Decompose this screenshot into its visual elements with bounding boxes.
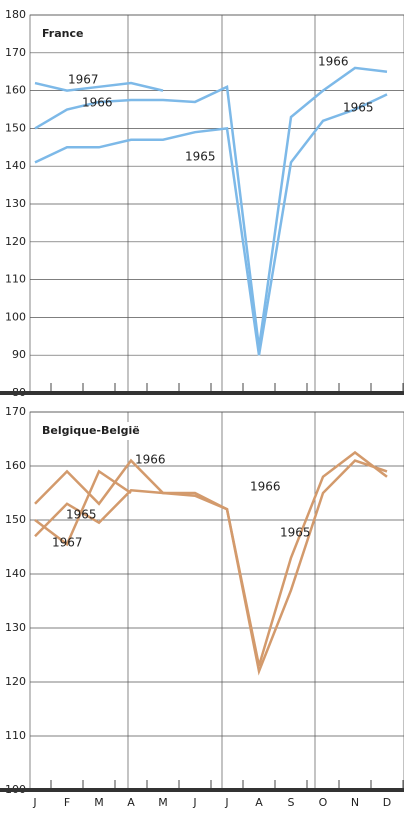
y-tick-label: 90: [12, 348, 26, 361]
panel-title: France: [42, 27, 83, 40]
line: [34, 81, 164, 92]
annotation: 1966: [250, 480, 281, 494]
panel-title: Belgique-België: [42, 424, 140, 437]
title-box: [38, 422, 150, 440]
x-tick-label: M: [158, 796, 168, 809]
x-tick-label: J: [32, 796, 36, 809]
y-tick-label: 130: [5, 621, 26, 634]
y-tick-label: 100: [5, 310, 26, 323]
x-tick-label: J: [224, 796, 228, 809]
annotation: 1965: [185, 150, 216, 164]
x-tick-label: D: [383, 796, 391, 809]
y-tick-label: 140: [5, 159, 26, 172]
y-tick-label: 150: [5, 121, 26, 134]
x-tick-label: O: [319, 796, 328, 809]
annotation: 1966: [318, 55, 349, 69]
x-tick-label: S: [288, 796, 295, 809]
x-tick-label: N: [351, 796, 359, 809]
annotation: 1967: [68, 73, 99, 87]
annotation: 1965: [280, 526, 311, 540]
y-tick-label: 170: [5, 46, 26, 59]
y-tick-label: 150: [5, 513, 26, 526]
y-tick-label: 120: [5, 675, 26, 688]
x-tick-label: A: [255, 796, 263, 809]
y-tick-label: 120: [5, 235, 26, 248]
annotation: 1965: [343, 101, 374, 115]
title-box: [38, 25, 88, 43]
line: [34, 66, 388, 348]
annotation: 1967: [52, 536, 83, 550]
line: [34, 469, 132, 547]
y-tick-label: 140: [5, 567, 26, 580]
x-tick-label: M: [94, 796, 104, 809]
y-tick-label: 110: [5, 729, 26, 742]
x-tick-label: F: [64, 796, 70, 809]
annotation: 1966: [135, 453, 166, 467]
y-tick-label: 160: [5, 84, 26, 97]
y-tick-label: 110: [5, 273, 26, 286]
x-tick-label: A: [127, 796, 135, 809]
annotation: 1965: [66, 508, 97, 522]
y-tick-label: 160: [5, 459, 26, 472]
y-tick-label: 170: [5, 405, 26, 418]
line: [34, 459, 388, 676]
y-tick-label: 180: [5, 8, 26, 21]
x-tick-label: J: [192, 796, 196, 809]
line: [34, 93, 388, 356]
y-tick-label: 130: [5, 197, 26, 210]
annotation: 1966: [82, 96, 113, 110]
